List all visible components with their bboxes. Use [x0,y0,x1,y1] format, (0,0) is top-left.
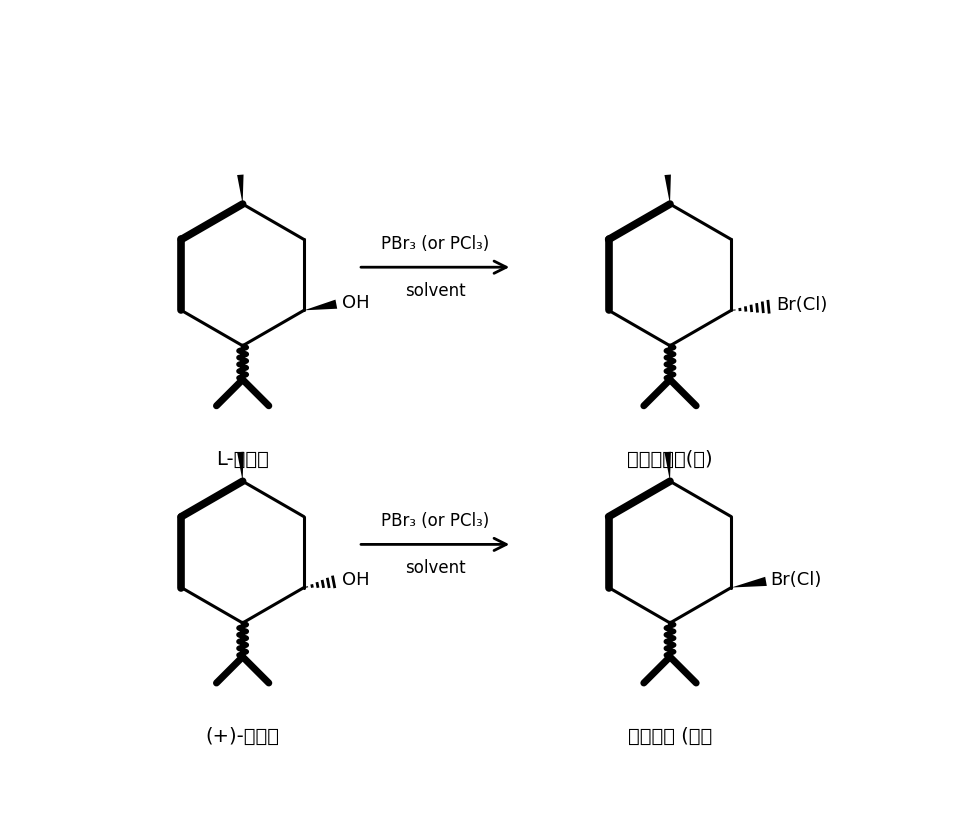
Text: (+)-新孟醇: (+)-新孟醇 [206,727,279,746]
Polygon shape [237,452,244,482]
Text: OH: OH [342,570,370,588]
Text: Br(Cl): Br(Cl) [771,570,822,588]
Text: solvent: solvent [405,282,465,300]
Text: 新薄荷基溨(氯): 新薄荷基溨(氯) [628,450,713,469]
Text: L-薄荷醇: L-薄荷醇 [217,450,269,469]
Polygon shape [664,452,671,482]
Text: 薄荷基溨 (氯）: 薄荷基溨 (氯） [628,727,712,746]
Text: OH: OH [342,293,370,311]
Polygon shape [664,174,671,204]
Text: solvent: solvent [405,559,465,577]
Text: PBr₃ (or PCl₃): PBr₃ (or PCl₃) [381,512,489,530]
Polygon shape [731,577,767,588]
Polygon shape [304,300,337,311]
Text: PBr₃ (or PCl₃): PBr₃ (or PCl₃) [381,235,489,253]
Polygon shape [237,174,244,204]
Text: Br(Cl): Br(Cl) [776,296,828,314]
